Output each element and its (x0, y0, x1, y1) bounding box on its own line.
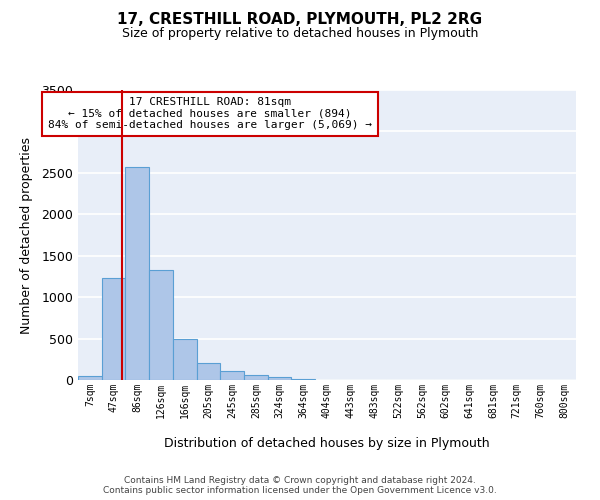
Y-axis label: Number of detached properties: Number of detached properties (20, 136, 33, 334)
Bar (149, 270, 173, 380)
Text: 17 CRESTHILL ROAD: 81sqm
← 15% of detached houses are smaller (894)
84% of semi-: 17 CRESTHILL ROAD: 81sqm ← 15% of detach… (48, 97, 372, 130)
Bar (173, 338, 197, 380)
Bar (220, 371, 244, 380)
Bar (268, 376, 292, 380)
Bar (244, 376, 268, 380)
Bar (102, 278, 125, 380)
Text: 17, CRESTHILL ROAD, PLYMOUTH, PL2 2RG: 17, CRESTHILL ROAD, PLYMOUTH, PL2 2RG (118, 12, 482, 28)
Text: Contains HM Land Registry data © Crown copyright and database right 2024.
Contai: Contains HM Land Registry data © Crown c… (103, 476, 497, 495)
Bar (292, 379, 315, 380)
Bar (78, 376, 102, 380)
Text: Size of property relative to detached houses in Plymouth: Size of property relative to detached ho… (122, 28, 478, 40)
Bar (125, 167, 149, 380)
Text: Distribution of detached houses by size in Plymouth: Distribution of detached houses by size … (164, 438, 490, 450)
Bar (197, 364, 220, 380)
